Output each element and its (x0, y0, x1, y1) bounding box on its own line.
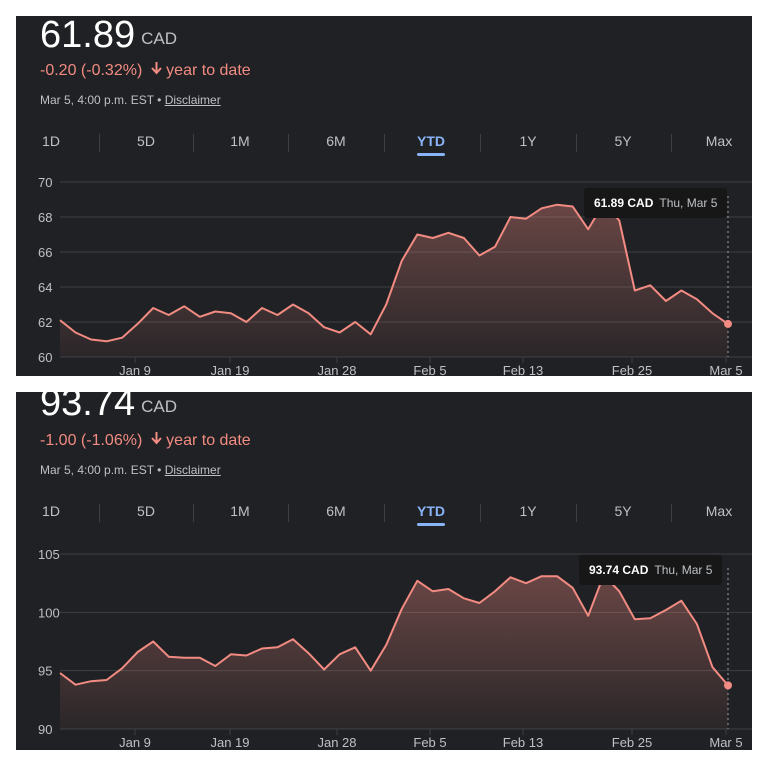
range-tabs: 1D 5D 1M 6M YTD 1Y 5Y Max (16, 494, 752, 534)
tab-separator (480, 504, 481, 522)
tab-5d[interactable]: 5D (137, 503, 155, 519)
y-tick-label: 66 (38, 245, 52, 260)
tooltip-date: Thu, Mar 5 (659, 196, 718, 210)
separator-dot: • (157, 93, 162, 107)
last-point-marker (724, 319, 732, 328)
tab-separator (99, 134, 100, 152)
separator-dot: • (157, 463, 162, 477)
x-tick-label: Jan 19 (210, 363, 249, 376)
timestamp-line: Mar 5, 4:00 p.m. EST • Disclaimer (40, 463, 221, 477)
x-tick-label: Jan 19 (210, 735, 249, 750)
tab-separator (288, 134, 289, 152)
price-value: 93.74 (40, 392, 136, 424)
x-tick-label: Feb 13 (503, 735, 543, 750)
tab-1m[interactable]: 1M (230, 133, 250, 149)
tab-ytd[interactable]: YTD (401, 128, 461, 158)
price-change: -0.20 (-0.32%) year to date (40, 62, 251, 80)
range-tabs: 1D 5D 1M 6M YTD 1Y 5Y Max (16, 124, 752, 164)
tab-max[interactable]: Max (705, 503, 733, 519)
y-tick-label: 95 (38, 664, 52, 679)
x-tick-label: Jan 28 (317, 735, 356, 750)
x-tick-label: Feb 5 (413, 735, 446, 750)
x-tick-label: Feb 25 (612, 363, 652, 376)
arrow-down-icon (150, 62, 162, 80)
series-area (60, 575, 728, 729)
tab-separator (384, 504, 385, 522)
tab-1y[interactable]: 1Y (519, 503, 537, 519)
tab-separator (193, 134, 194, 152)
tab-separator (288, 504, 289, 522)
x-tick-label: Mar 5 (709, 735, 742, 750)
change-value: -1.00 (-1.06%) (40, 432, 143, 449)
tab-separator (576, 504, 577, 522)
x-tick-label: Feb 13 (503, 363, 543, 376)
change-period: year to date (166, 62, 251, 79)
tab-separator (671, 504, 672, 522)
chart-tooltip: 93.74 CAD Thu, Mar 5 (579, 555, 723, 585)
tab-separator (480, 134, 481, 152)
timestamp-line: Mar 5, 4:00 p.m. EST • Disclaimer (40, 93, 221, 107)
tab-separator (576, 134, 577, 152)
change-value: -0.20 (-0.32%) (40, 62, 143, 79)
y-tick-label: 100 (38, 605, 60, 620)
price-change: -1.00 (-1.06%) year to date (40, 432, 251, 450)
tooltip-price: 61.89 CAD (594, 196, 654, 210)
price-display: 93.74 CAD (40, 392, 177, 425)
series-line (59, 574, 729, 687)
tab-max[interactable]: Max (705, 133, 733, 149)
x-tick-label: Feb 25 (612, 735, 652, 750)
x-tick-label: Feb 5 (413, 363, 446, 376)
tooltip-date: Thu, Mar 5 (654, 563, 713, 577)
price-chart[interactable]: 60 62 64 66 68 70 Jan 9 Jan 19 Jan 28 Feb 5 Feb 13… (16, 166, 752, 376)
disclaimer-link[interactable]: Disclaimer (164, 93, 221, 107)
stock-panel-1: 61.89 CAD -0.20 (-0.32%) year to date Mar… (16, 16, 752, 376)
tab-1m[interactable]: 1M (230, 503, 250, 519)
y-tick-label: 105 (38, 547, 60, 562)
tab-ytd[interactable]: YTD (401, 498, 461, 528)
x-tick-label: Jan 28 (317, 363, 356, 376)
arrow-down-icon (150, 432, 162, 450)
tab-separator (193, 504, 194, 522)
x-tick-label: Mar 5 (709, 363, 742, 376)
disclaimer-link[interactable]: Disclaimer (164, 463, 221, 477)
series-area (60, 203, 728, 357)
tab-5d[interactable]: 5D (137, 133, 155, 149)
tab-5y[interactable]: 5Y (614, 503, 632, 519)
y-tick-label: 64 (38, 280, 52, 295)
y-tick-label: 62 (38, 315, 52, 330)
y-tick-label: 90 (38, 722, 52, 737)
tab-1d[interactable]: 1D (42, 503, 60, 519)
tab-1d[interactable]: 1D (42, 133, 60, 149)
tab-6m[interactable]: 6M (326, 503, 346, 519)
tab-separator (384, 134, 385, 152)
y-tick-label: 70 (38, 175, 52, 190)
x-tick-label: Jan 9 (119, 363, 151, 376)
price-display: 61.89 CAD (40, 16, 177, 57)
tab-5y[interactable]: 5Y (614, 133, 632, 149)
change-period: year to date (166, 432, 251, 449)
currency-label: CAD (141, 29, 177, 48)
tab-1y[interactable]: 1Y (519, 133, 537, 149)
x-tick-label: Jan 9 (119, 735, 151, 750)
timestamp: Mar 5, 4:00 p.m. EST (40, 93, 154, 107)
tab-6m[interactable]: 6M (326, 133, 346, 149)
price-chart[interactable]: 90 95 100 105 Jan 9 Jan 19 Jan 28 Feb 5 Feb 13 Fe… (16, 538, 752, 750)
y-tick-label: 60 (38, 350, 52, 365)
stock-panel-2: 93.74 CAD -1.00 (-1.06%) year to date Mar… (16, 392, 752, 750)
tooltip-price: 93.74 CAD (589, 563, 649, 577)
chart-tooltip: 61.89 CAD Thu, Mar 5 (584, 188, 728, 218)
tab-separator (99, 504, 100, 522)
timestamp: Mar 5, 4:00 p.m. EST (40, 463, 154, 477)
y-tick-label: 68 (38, 210, 52, 225)
currency-label: CAD (141, 397, 177, 416)
last-point-marker (724, 681, 732, 690)
price-value: 61.89 (40, 16, 136, 56)
tab-separator (671, 134, 672, 152)
